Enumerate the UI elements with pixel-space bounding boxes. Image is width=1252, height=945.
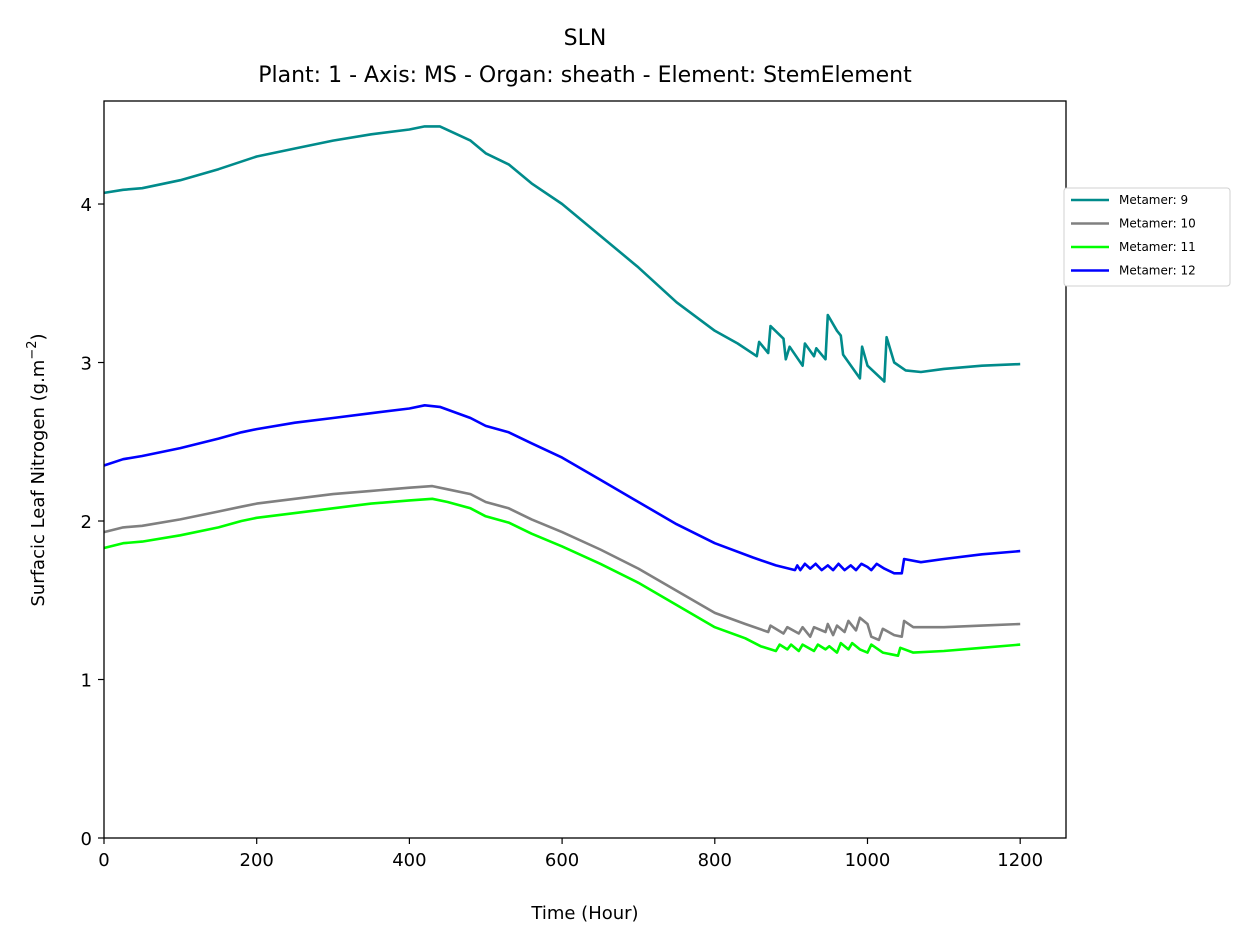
y-axis-label-tail: ) [28,333,49,340]
y-tick-label: 3 [81,354,92,375]
legend-label: Metamer: 10 [1119,217,1196,231]
y-axis-label: Surfacic Leaf Nitrogen (g.m−2) [25,333,49,606]
y-tick-label: 1 [81,671,92,692]
series-line-4 [103,404,1021,575]
plot-frame [103,100,1067,839]
series-line-3 [103,497,1021,657]
x-tick-label: 0 [98,850,109,871]
legend-label: Metamer: 12 [1119,264,1196,278]
x-axis-label: Time (Hour) [530,903,638,924]
x-tick-label: 600 [545,850,579,871]
y-axis-ticks: 0 1 2 3 4 [81,195,104,850]
legend-label: Metamer: 11 [1119,240,1196,254]
y-axis-label-main: Surfacic Leaf Nitrogen (g.m [28,360,49,607]
x-tick-label: 200 [240,850,274,871]
series-line-2 [103,484,1021,642]
chart-subtitle: Plant: 1 - Axis: MS - Organ: sheath - El… [258,63,912,88]
x-tick-label: 400 [392,850,426,871]
y-tick-label: 4 [81,195,92,216]
x-tick-label: 800 [698,850,732,871]
x-tick-label: 1000 [845,850,891,871]
x-axis-ticks: 0 200 400 600 800 1000 1200 [98,838,1043,871]
x-tick-label: 1200 [997,850,1043,871]
series-layer [103,125,1021,657]
y-axis-label-exponent: −2 [25,340,40,359]
series-line-1 [103,125,1021,383]
legend: Metamer: 9 Metamer: 10 Metamer: 11 Metamer:… [1063,187,1231,287]
legend-label: Metamer: 9 [1119,193,1188,207]
legend-box [1063,187,1231,287]
y-tick-label: 2 [81,512,92,533]
chart-title: SLN [564,26,607,51]
y-tick-label: 0 [81,829,92,850]
